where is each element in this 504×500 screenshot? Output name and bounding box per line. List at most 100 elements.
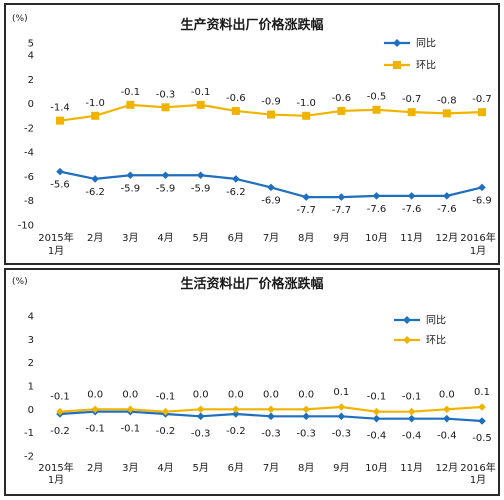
x-tick-label: 12月 [435,462,458,474]
data-label: -1.0 [296,98,316,109]
data-label: -0.1 [367,392,387,403]
chart-panel-consumer: 生活资料出厂价格涨跌幅 (%) 4 3 2 1 0 -1 -2 2015年 1月 2月 3月 4月 5月… [4,268,500,496]
legend-marker [403,316,411,324]
data-point [442,109,451,118]
data-label: -1.0 [85,98,105,109]
x-tick-label: 6月 [228,232,244,244]
data-point [302,405,310,414]
data-point [372,407,381,416]
data-point [337,193,346,201]
data-label: -0.7 [402,94,422,105]
data-point [337,403,346,411]
x-tick-label: 6月 [228,462,244,474]
x-tick-label: 9月 [333,462,349,474]
data-label: -5.9 [121,183,141,194]
y-tick-label: -2 [24,452,34,463]
data-label: -6.2 [226,187,246,198]
x-tick-label: 8月 [298,462,314,474]
y-tick-label: 2 [28,75,34,86]
data-label: -5.6 [50,180,70,191]
data-label: -0.3 [261,428,281,439]
data-point [267,412,275,421]
x-tick-label: 8月 [298,232,314,244]
data-label: -0.4 [367,431,387,442]
chart-panel-production: 生产资料出厂价格涨跌幅 (%) 5 4 2 0 -2 -4 -6 -8 -10 2015年 1月 2月… [4,3,500,265]
x-tick-label: 5月 [192,232,208,244]
data-label: -0.5 [367,92,387,103]
x-tick-label: 11月 [400,232,423,244]
data-label: -0.1 [50,392,70,403]
legend-label: 环比 [426,335,446,347]
data-label: -0.1 [156,392,176,403]
data-point [267,110,275,119]
data-point [478,108,486,117]
y-tick-label: 2 [28,358,34,369]
y-tick-label: -10 [18,221,34,232]
data-label: -0.9 [261,97,281,108]
y-tick-label: 4 [28,312,34,323]
data-label: -0.6 [226,93,246,104]
legend-label: 环比 [416,60,436,72]
data-label: -0.2 [156,426,176,437]
data-label: 0.0 [193,389,209,400]
data-label: -0.1 [191,87,211,98]
y-tick-label: 1 [28,382,34,393]
data-label: -6.9 [472,195,492,206]
data-label: -0.3 [156,89,176,100]
data-label: 0.0 [87,389,103,400]
data-label: -0.1 [85,424,105,435]
x-tick-label: 2015年 [38,461,73,474]
y-tick-label: -6 [24,172,34,183]
data-label: -0.2 [50,426,70,437]
chart-production-materials: 生产资料出厂价格涨跌幅 (%) 5420-2-4-6-8-102015年1月2月… [12,14,496,257]
x-tick-label: 1月 [48,474,64,486]
x-tick-label: 2015年 [38,231,73,244]
data-point [372,192,381,200]
data-label: 0.0 [298,389,314,400]
x-tick-label: 7月 [263,462,279,474]
data-label: -6.2 [85,187,105,198]
x-tick-label: 7月 [263,232,279,244]
data-label: -5.9 [191,183,211,194]
data-point [161,407,170,416]
data-point [478,403,486,411]
data-point [91,405,99,414]
data-point [302,111,311,120]
data-point [196,100,205,109]
data-label: 0.0 [228,389,244,400]
x-tick-label: 2月 [87,462,103,474]
data-label: 0.0 [122,389,138,400]
data-point [232,405,240,414]
data-label: -0.1 [402,392,422,403]
x-tick-label: 2016年 [460,231,495,244]
data-point [232,410,240,418]
data-point [407,407,416,416]
x-tick-label: 1月 [470,474,486,486]
x-tick-label: 9月 [333,232,349,244]
data-label: -6.9 [261,195,281,206]
data-point [407,192,416,200]
y-tick-label: -2 [24,123,34,134]
legend-label: 同比 [426,315,446,327]
chart-title: 生活资料出厂价格涨跌幅 [180,276,323,292]
data-point [196,171,205,180]
x-tick-label: 3月 [122,462,138,474]
data-point [302,412,310,421]
data-label: -0.1 [121,424,141,435]
legend-marker [393,39,401,47]
data-label: -0.3 [191,428,211,439]
data-label: 0.1 [333,387,349,398]
data-label: -0.3 [332,428,352,439]
data-point [56,116,64,125]
x-tick-label: 10月 [365,462,388,474]
data-point [161,171,170,180]
data-point [196,405,205,414]
y-tick-label: -8 [24,196,34,207]
data-point [443,192,451,200]
data-point [91,175,99,183]
data-point [407,108,416,117]
data-label: -0.6 [332,93,352,104]
data-point [126,100,135,109]
data-label: -7.6 [367,204,387,215]
